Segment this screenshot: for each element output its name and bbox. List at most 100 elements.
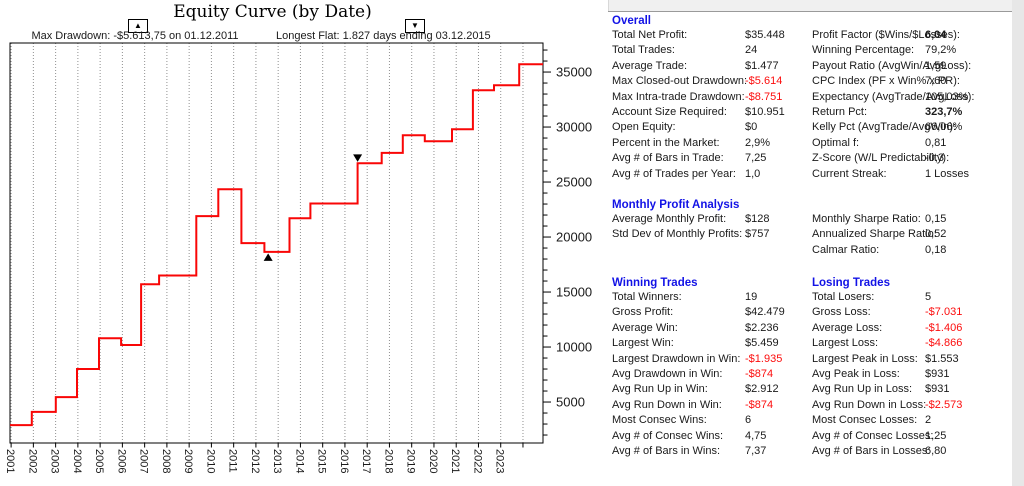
triangle-up-icon: [263, 253, 273, 261]
stat-label: Average Win:: [612, 321, 678, 334]
stat-row: Account Size Required: $10.951: [612, 105, 785, 120]
plot-border: [9, 42, 544, 444]
stat-value: 6,04: [925, 29, 947, 41]
stat-value: -0,3: [925, 152, 944, 165]
x-tick-label: 2001: [4, 449, 16, 473]
stat-value: 2: [925, 414, 932, 427]
stat-row: Max Intra-trade Drawdown: -$8.751: [612, 90, 785, 105]
stat-value: 0,81: [925, 136, 947, 149]
stat-label: Avg # of Trades per Year:: [612, 167, 736, 180]
stat-label: Largest Drawdown in Win:: [612, 352, 741, 365]
equity-curve-line: [10, 63, 543, 427]
panel-top-strip: [608, 0, 1024, 11]
stat-value: 2,9%: [745, 136, 771, 149]
stat-value: 7,37: [745, 444, 767, 457]
stat-value: -$7.031: [925, 306, 963, 319]
stat-row: Std Dev of Monthly Profits: $757: [612, 227, 769, 242]
stat-label: Total Trades:: [612, 44, 675, 57]
section-header-trades-1: Losing Trades: [812, 277, 890, 289]
stat-label: Annualized Sharpe Ratio:: [812, 228, 937, 241]
stat-row: Gross Loss: -$7.031: [812, 305, 962, 320]
section-header-trades-0: Winning Trades: [612, 277, 698, 289]
stat-label: Most Consec Wins:: [612, 414, 707, 427]
stat-row: CPC Index (PF x Win% x PR): 7,60: [812, 74, 969, 89]
stats-column: Profit Factor ($Wins/$Losses): 6,04 Winnin…: [812, 28, 974, 182]
stat-value: $0: [745, 121, 758, 134]
stat-value: $1.553: [925, 352, 959, 365]
stat-value: 5: [925, 291, 932, 303]
y-tick-label: 30000: [556, 120, 592, 135]
stat-value: 66,06%: [925, 121, 963, 134]
stat-label: Total Winners:: [612, 291, 682, 303]
stat-label: Avg # of Bars in Trade:: [612, 152, 724, 165]
stats-column: Total Net Profit: $35.448 Total Trades: 24 A…: [612, 28, 785, 182]
stat-label: Total Net Profit:: [612, 29, 688, 41]
stat-label: Avg Run Up in Loss:: [812, 383, 913, 396]
stat-value: $128: [745, 213, 770, 225]
stat-label: CPC Index (PF x Win% x PR):: [812, 75, 960, 88]
stat-value: 7,25: [745, 152, 767, 165]
max-drawdown-annotation: Max Drawdown: -$5.613,75 on 01.12.2011: [31, 30, 239, 42]
stat-row: Most Consec Losses: 2: [812, 413, 962, 428]
right-gutter: [1012, 0, 1024, 486]
stat-value: 24: [745, 44, 758, 57]
stat-row: Avg # of Bars in Trade: 7,25: [612, 151, 785, 166]
stats-column: Total Winners: 19 Gross Profit: $42.479 Aver…: [612, 290, 785, 459]
stat-value: $2.236: [745, 321, 779, 334]
stat-row: Largest Loss: -$4.866: [812, 336, 962, 351]
x-tick-label: 2007: [138, 449, 150, 473]
stat-value: 323,7%: [925, 105, 963, 118]
stat-label: Avg Run Up in Win:: [612, 383, 708, 396]
stat-row: Avg # of Consec Losses: 1,25: [812, 429, 962, 444]
stat-label: Total Losers:: [812, 291, 875, 303]
panel-divider-line: [608, 11, 1012, 12]
stat-label: Average Trade:: [612, 59, 688, 72]
stat-label: Profit Factor ($Wins/$Losses):: [812, 29, 960, 41]
stat-label: Gross Profit:: [612, 306, 674, 319]
x-tick-label: 2004: [71, 449, 83, 473]
stat-row: Largest Drawdown in Win: -$1.935: [612, 352, 785, 367]
stat-label: Largest Win:: [612, 337, 674, 350]
x-tick-label: 2018: [382, 449, 394, 473]
equity-curve-chart: 5000 10000 15000 20000 25000 30000 35000 2001 20…: [4, 42, 592, 473]
stat-value: $931: [925, 367, 950, 380]
y-tick-label: 5000: [556, 395, 585, 410]
stat-row: Max Closed-out Drawdown: -$5.614: [612, 74, 785, 89]
stat-label: Current Streak:: [812, 167, 887, 180]
stat-label: Z-Score (W/L Predictability):: [812, 152, 950, 165]
up-marker-legend-box: ▲: [128, 19, 148, 33]
x-tick-label: 2012: [249, 449, 261, 473]
stat-row: Calmar Ratio: 0,18: [812, 243, 946, 258]
stat-label: Percent in the Market:: [612, 136, 720, 149]
stat-row: Avg Run Up in Win: $2.912: [612, 382, 785, 397]
stat-value: $2.912: [745, 383, 779, 396]
stat-value: -$2.573: [925, 398, 963, 411]
x-tick-label: 2002: [26, 449, 38, 473]
stat-label: Avg # of Consec Wins:: [612, 429, 724, 442]
x-tick-label: 2022: [471, 449, 483, 473]
stat-row: Avg # of Bars in Wins: 7,37: [612, 444, 785, 459]
stat-row: Winning Percentage: 79,2%: [812, 43, 969, 58]
stat-value: 105,03%: [925, 90, 969, 103]
x-tick-label: 2014: [293, 449, 305, 473]
stat-row: Largest Win: $5.459: [612, 336, 785, 351]
x-tick-label: 2010: [204, 449, 216, 473]
stat-value: $35.448: [745, 29, 785, 41]
stat-row: Most Consec Wins: 6: [612, 413, 785, 428]
x-tick-label: 2013: [271, 449, 283, 473]
stat-row: Total Winners: 19: [612, 290, 785, 305]
stat-label: Optimal f:: [812, 136, 860, 149]
stat-label: Monthly Sharpe Ratio:: [812, 213, 921, 225]
stat-row: Payout Ratio (AvgWin/AvgLoss): 1,59: [812, 59, 971, 74]
stat-value: $757: [745, 228, 770, 241]
triangle-down-icon: ▼: [411, 21, 419, 30]
stat-label: Max Closed-out Drawdown:: [612, 75, 748, 88]
stat-value: 4,75: [745, 429, 767, 442]
stat-value: -$874: [745, 398, 774, 411]
stat-value: $5.459: [745, 337, 779, 350]
stat-row: Kelly Pct (AvgTrade/AvgWin): 66,06%: [812, 120, 969, 135]
stat-row: Avg # of Consec Wins: 4,75: [612, 429, 785, 444]
y-tick-label: 15000: [556, 285, 592, 300]
down-marker-legend-box: ▼: [405, 19, 425, 33]
stat-value: 6,80: [925, 444, 947, 457]
